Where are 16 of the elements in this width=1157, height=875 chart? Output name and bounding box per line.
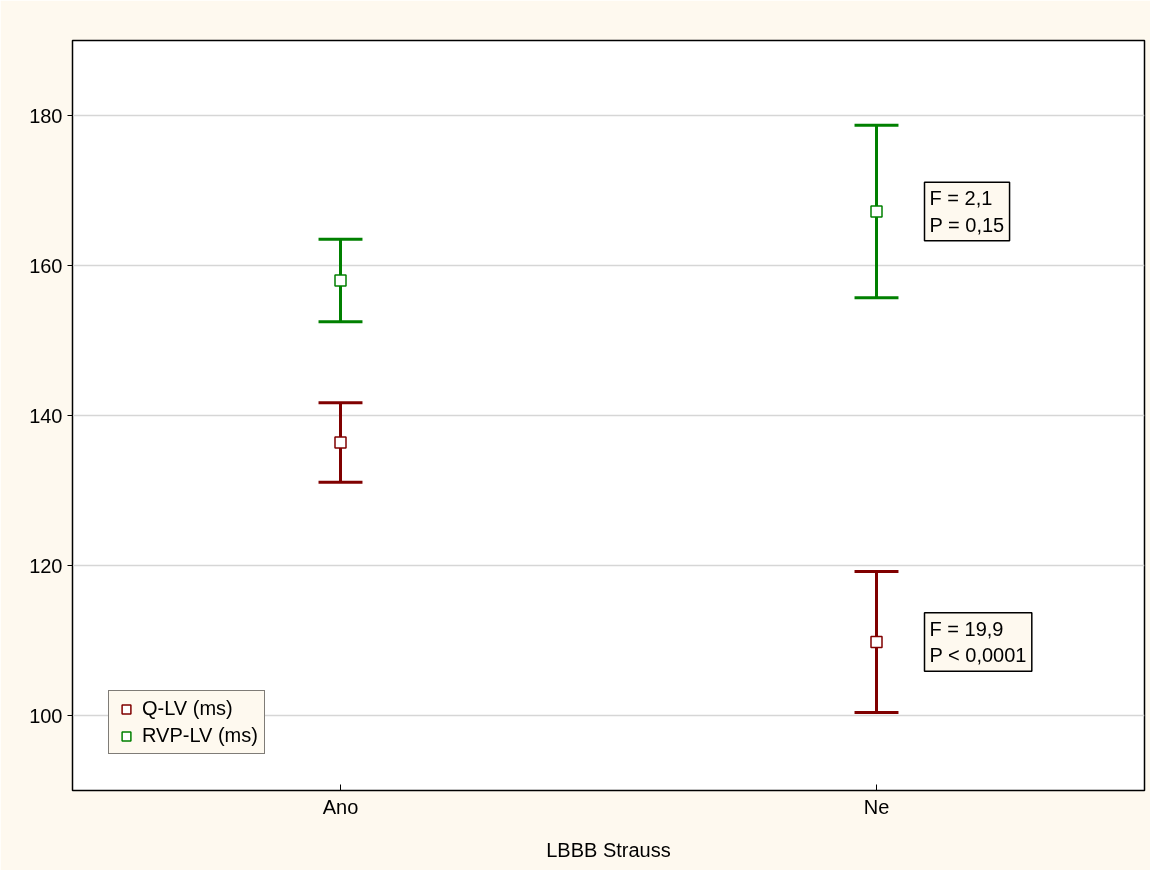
- annotation: F = 19,9 P < 0,0001: [929, 617, 1027, 667]
- point: [334, 436, 347, 449]
- legend-label: Q-LV (ms): [142, 697, 233, 720]
- y-tick-label: 120: [29, 554, 63, 577]
- y-tick-label: 180: [29, 104, 63, 127]
- point: [870, 205, 883, 218]
- x-tick-label: Ano: [322, 795, 359, 818]
- point: [334, 274, 347, 287]
- point: [870, 635, 883, 649]
- x-axis-title: LBBB Strauss: [546, 838, 671, 861]
- y-tick-label: 100: [29, 704, 63, 727]
- legend-label: RVP-LV (ms): [142, 724, 258, 747]
- x-tick-label: Ne: [863, 795, 890, 818]
- y-tick-label: 160: [29, 254, 63, 277]
- annotation: F = 2,1 P = 0,15: [929, 187, 1005, 236]
- y-tick-label: 140: [29, 404, 63, 427]
